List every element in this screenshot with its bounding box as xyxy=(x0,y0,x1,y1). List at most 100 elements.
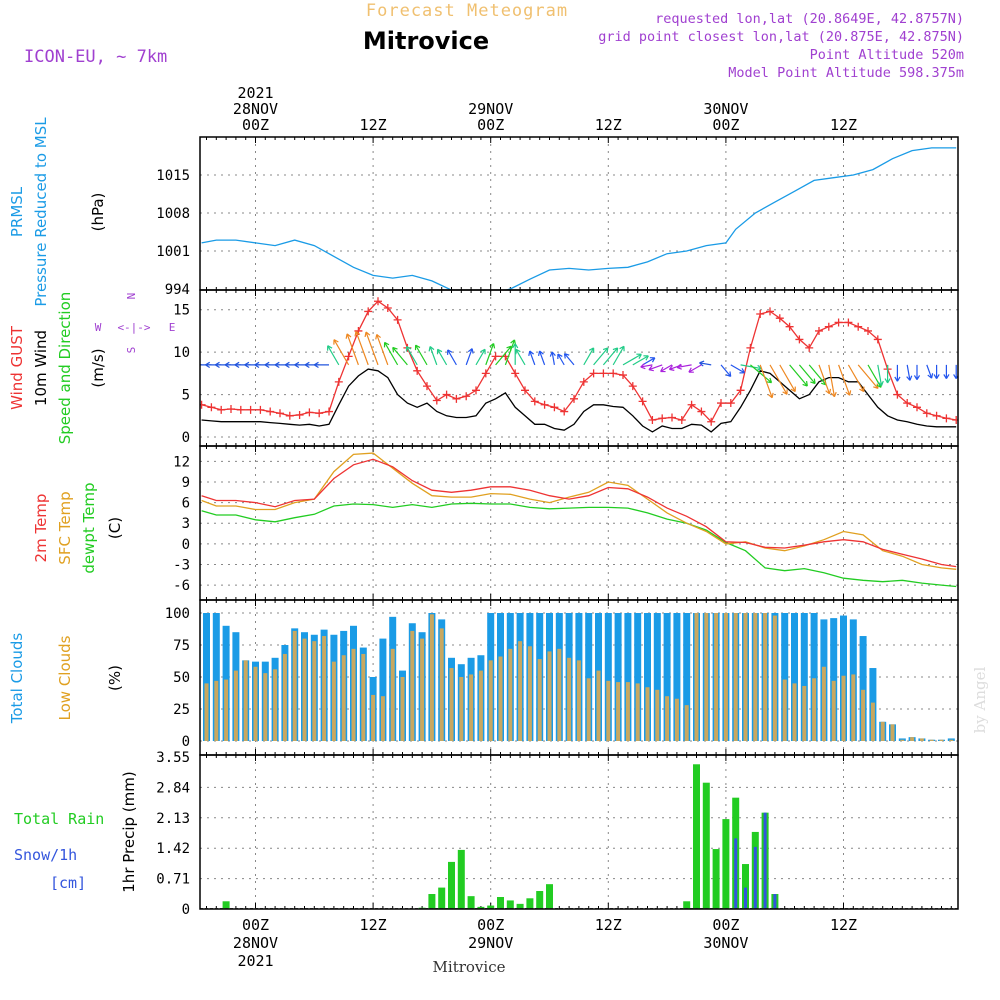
rain-bar xyxy=(546,884,553,909)
gust-marker xyxy=(932,411,941,420)
gust-marker xyxy=(276,409,284,418)
snow-label: Snow/1h xyxy=(14,846,77,864)
ytick-label: 3.55 xyxy=(156,750,190,766)
ytick-label: 1.42 xyxy=(156,841,190,857)
low-cloud-bar xyxy=(802,685,807,741)
rain-bar xyxy=(222,901,230,909)
total-cloud-bar xyxy=(614,613,622,741)
low-cloud-bar xyxy=(253,666,258,741)
gust-marker xyxy=(452,394,461,403)
low-cloud-bar xyxy=(273,669,278,741)
low-cloud-bar xyxy=(567,657,572,741)
gust-marker xyxy=(560,407,569,416)
low-cloud-bar xyxy=(606,680,611,741)
gust-marker xyxy=(815,326,823,335)
wind-direction-arrow xyxy=(640,363,653,370)
gust-marker xyxy=(707,417,716,426)
gust-marker xyxy=(207,403,216,412)
low-cloud-bar xyxy=(302,638,307,741)
top-time-label: 00Z xyxy=(477,116,504,134)
gust-marker xyxy=(481,369,490,378)
sfc-temp-label: SFC Temp xyxy=(56,491,74,564)
wind-direction-arrow xyxy=(759,364,774,399)
bottom-time-label: 12Z xyxy=(595,916,622,934)
low-cloud-bar xyxy=(645,687,650,741)
wind-direction-arrow xyxy=(345,333,359,366)
low-cloud-bar xyxy=(488,660,493,741)
low-cloud-bar xyxy=(851,674,856,741)
wind-direction-arrow xyxy=(894,364,901,382)
wind-direction-arrow xyxy=(528,350,536,366)
total-cloud-bar xyxy=(663,613,671,741)
low-cloud-bar xyxy=(557,648,562,741)
requested-coords: requested lon,lat (20.8649E, 42.8757N) xyxy=(655,11,964,27)
panel-frame-wind xyxy=(199,289,959,447)
gust-marker xyxy=(903,399,912,408)
bottom-time-label: 30NOV xyxy=(703,934,748,952)
wind-direction-arrow xyxy=(557,353,565,366)
ytick-label: 0 xyxy=(182,537,190,553)
gust-marker xyxy=(668,413,676,422)
gust-marker xyxy=(246,405,255,414)
bottom-time-label: 00Z xyxy=(477,916,504,934)
ytick-label: 0.71 xyxy=(156,872,190,888)
low-cloud-bar xyxy=(537,659,542,741)
wind-direction-arrow xyxy=(750,364,773,384)
top-time-label: 29NOV xyxy=(468,100,513,118)
gust-marker xyxy=(200,400,206,409)
low-cloud-bar xyxy=(919,738,924,741)
low-cloud-bar xyxy=(390,648,395,741)
plot-area-clouds xyxy=(203,613,958,741)
wind-direction-arrow xyxy=(504,339,517,366)
low-cloud-bar xyxy=(733,613,738,741)
gust-marker xyxy=(766,307,774,316)
wind-direction-arrow xyxy=(549,351,556,365)
low-cloud-bar xyxy=(665,696,670,741)
wind-direction-arrow xyxy=(798,364,816,385)
low-cloud-bar xyxy=(312,641,317,741)
total-cloud-bar xyxy=(212,613,220,741)
wind-direction-arrow xyxy=(383,341,399,366)
wind-direction-arrow xyxy=(313,361,329,368)
gust-marker xyxy=(922,409,931,418)
gust-marker xyxy=(413,366,422,375)
gust-marker xyxy=(658,414,667,423)
wind-direction-arrow xyxy=(828,364,837,398)
gust-marker xyxy=(266,407,275,416)
gust-marker xyxy=(344,352,353,361)
wind-direction-arrow xyxy=(676,363,692,370)
ytick-label: 0 xyxy=(182,734,190,750)
low-cloud-bar xyxy=(753,613,758,741)
wind-direction-arrow xyxy=(485,342,496,366)
ytick-label: 1001 xyxy=(156,244,190,260)
gust-marker xyxy=(785,322,794,331)
wind-direction-arrow xyxy=(688,364,702,373)
gust-marker xyxy=(942,414,951,423)
plot-area-pressure xyxy=(201,147,957,290)
wind-direction-arrow xyxy=(913,364,921,380)
gust-marker xyxy=(687,400,696,409)
low-cloud-bar xyxy=(616,682,621,741)
gust-marker xyxy=(677,416,686,425)
low-cloud-bar xyxy=(929,739,934,741)
ytick-label: 9 xyxy=(182,475,190,491)
gust-marker xyxy=(442,390,451,399)
ytick-label: 75 xyxy=(173,638,190,654)
low-cloud-bar xyxy=(380,696,385,741)
bottom-time-label: 12Z xyxy=(830,916,857,934)
low-cloud-bar xyxy=(635,683,640,741)
gust-marker xyxy=(638,397,647,406)
gust-marker xyxy=(305,408,314,417)
gust-marker xyxy=(864,326,872,335)
header: Forecast Meteogram Mitrovice ICON-EU, ~ … xyxy=(24,1,964,81)
compass-rose: N W <-|-> E S xyxy=(95,293,176,354)
wind-direction-arrow xyxy=(602,347,619,366)
low-cloud-bar xyxy=(792,683,797,741)
compass-w: W xyxy=(95,321,102,334)
low-cloud-bar xyxy=(831,680,836,741)
gust-marker xyxy=(393,315,402,324)
rain-bar xyxy=(526,898,534,909)
compass-n: N xyxy=(125,293,138,300)
wind-direction-arrow xyxy=(622,353,642,366)
wind-direction-arrow xyxy=(515,348,526,366)
